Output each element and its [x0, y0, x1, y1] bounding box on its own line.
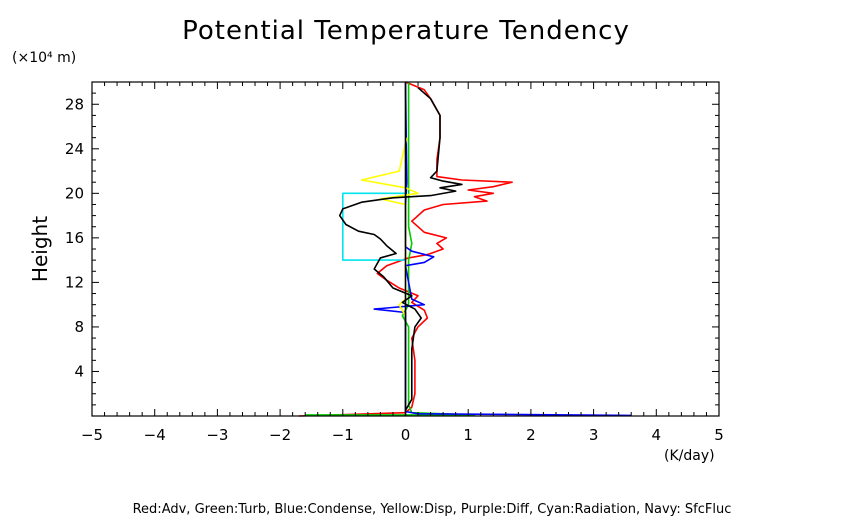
- chart-title: Potential Temperature Tendency: [182, 16, 630, 46]
- y-tick-label: 12: [65, 273, 84, 291]
- x-tick-label: −2: [269, 426, 291, 444]
- x-tick-label: −4: [144, 426, 166, 444]
- series-line-0: [298, 81, 513, 417]
- x-tick-label: 1: [463, 426, 473, 444]
- x-tick-label: −1: [332, 426, 354, 444]
- x-tick-label: −3: [206, 426, 228, 444]
- x-tick-label: 2: [526, 426, 536, 444]
- series-line-2: [373, 81, 632, 417]
- y-axis-label: Height: [28, 216, 52, 282]
- series-layer: [298, 81, 632, 417]
- series-line-4: [341, 192, 406, 261]
- legend-footer: Red:Adv, Green:Turb, Blue:Condense, Yell…: [133, 502, 732, 517]
- y-tick-label: 16: [65, 229, 84, 247]
- x-tick-label: 4: [652, 426, 662, 444]
- x-tick-label: 0: [401, 426, 411, 444]
- x-tick-label: 3: [589, 426, 599, 444]
- series-line-5: [338, 86, 463, 411]
- y-tick-label: 8: [74, 318, 84, 336]
- y-tick-label: 24: [65, 140, 84, 158]
- x-axis-label: (K/day): [664, 448, 715, 464]
- y-tick-label: 20: [65, 184, 84, 202]
- y-axis-unit: (×10⁴ m): [12, 50, 76, 66]
- plot-frame: [91, 81, 720, 417]
- x-tick-label: 5: [714, 426, 724, 444]
- y-tick-label: 4: [74, 362, 84, 380]
- x-tick-label: −5: [81, 426, 103, 444]
- y-tick-label: 28: [65, 95, 84, 113]
